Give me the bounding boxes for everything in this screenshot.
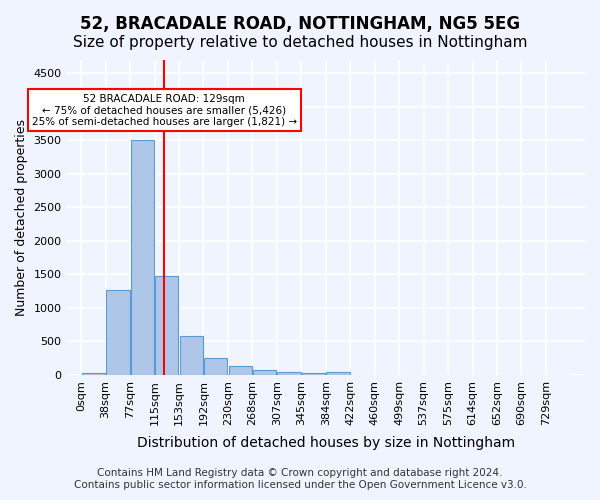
Bar [229,366,252,375]
Bar [155,276,178,375]
Bar [277,372,301,375]
Y-axis label: Number of detached properties: Number of detached properties [15,119,28,316]
Bar [82,373,105,375]
Bar [131,140,154,375]
Text: 52, BRACADALE ROAD, NOTTINGHAM, NG5 5EG: 52, BRACADALE ROAD, NOTTINGHAM, NG5 5EG [80,15,520,33]
Bar [179,336,203,375]
X-axis label: Distribution of detached houses by size in Nottingham: Distribution of detached houses by size … [137,436,515,450]
Bar [253,370,276,375]
Bar [106,290,130,375]
Bar [326,372,350,375]
Bar [302,373,325,375]
Bar [204,358,227,375]
Text: Size of property relative to detached houses in Nottingham: Size of property relative to detached ho… [73,35,527,50]
Text: 52 BRACADALE ROAD: 129sqm
← 75% of detached houses are smaller (5,426)
25% of se: 52 BRACADALE ROAD: 129sqm ← 75% of detac… [32,94,297,126]
Text: Contains HM Land Registry data © Crown copyright and database right 2024.
Contai: Contains HM Land Registry data © Crown c… [74,468,526,490]
